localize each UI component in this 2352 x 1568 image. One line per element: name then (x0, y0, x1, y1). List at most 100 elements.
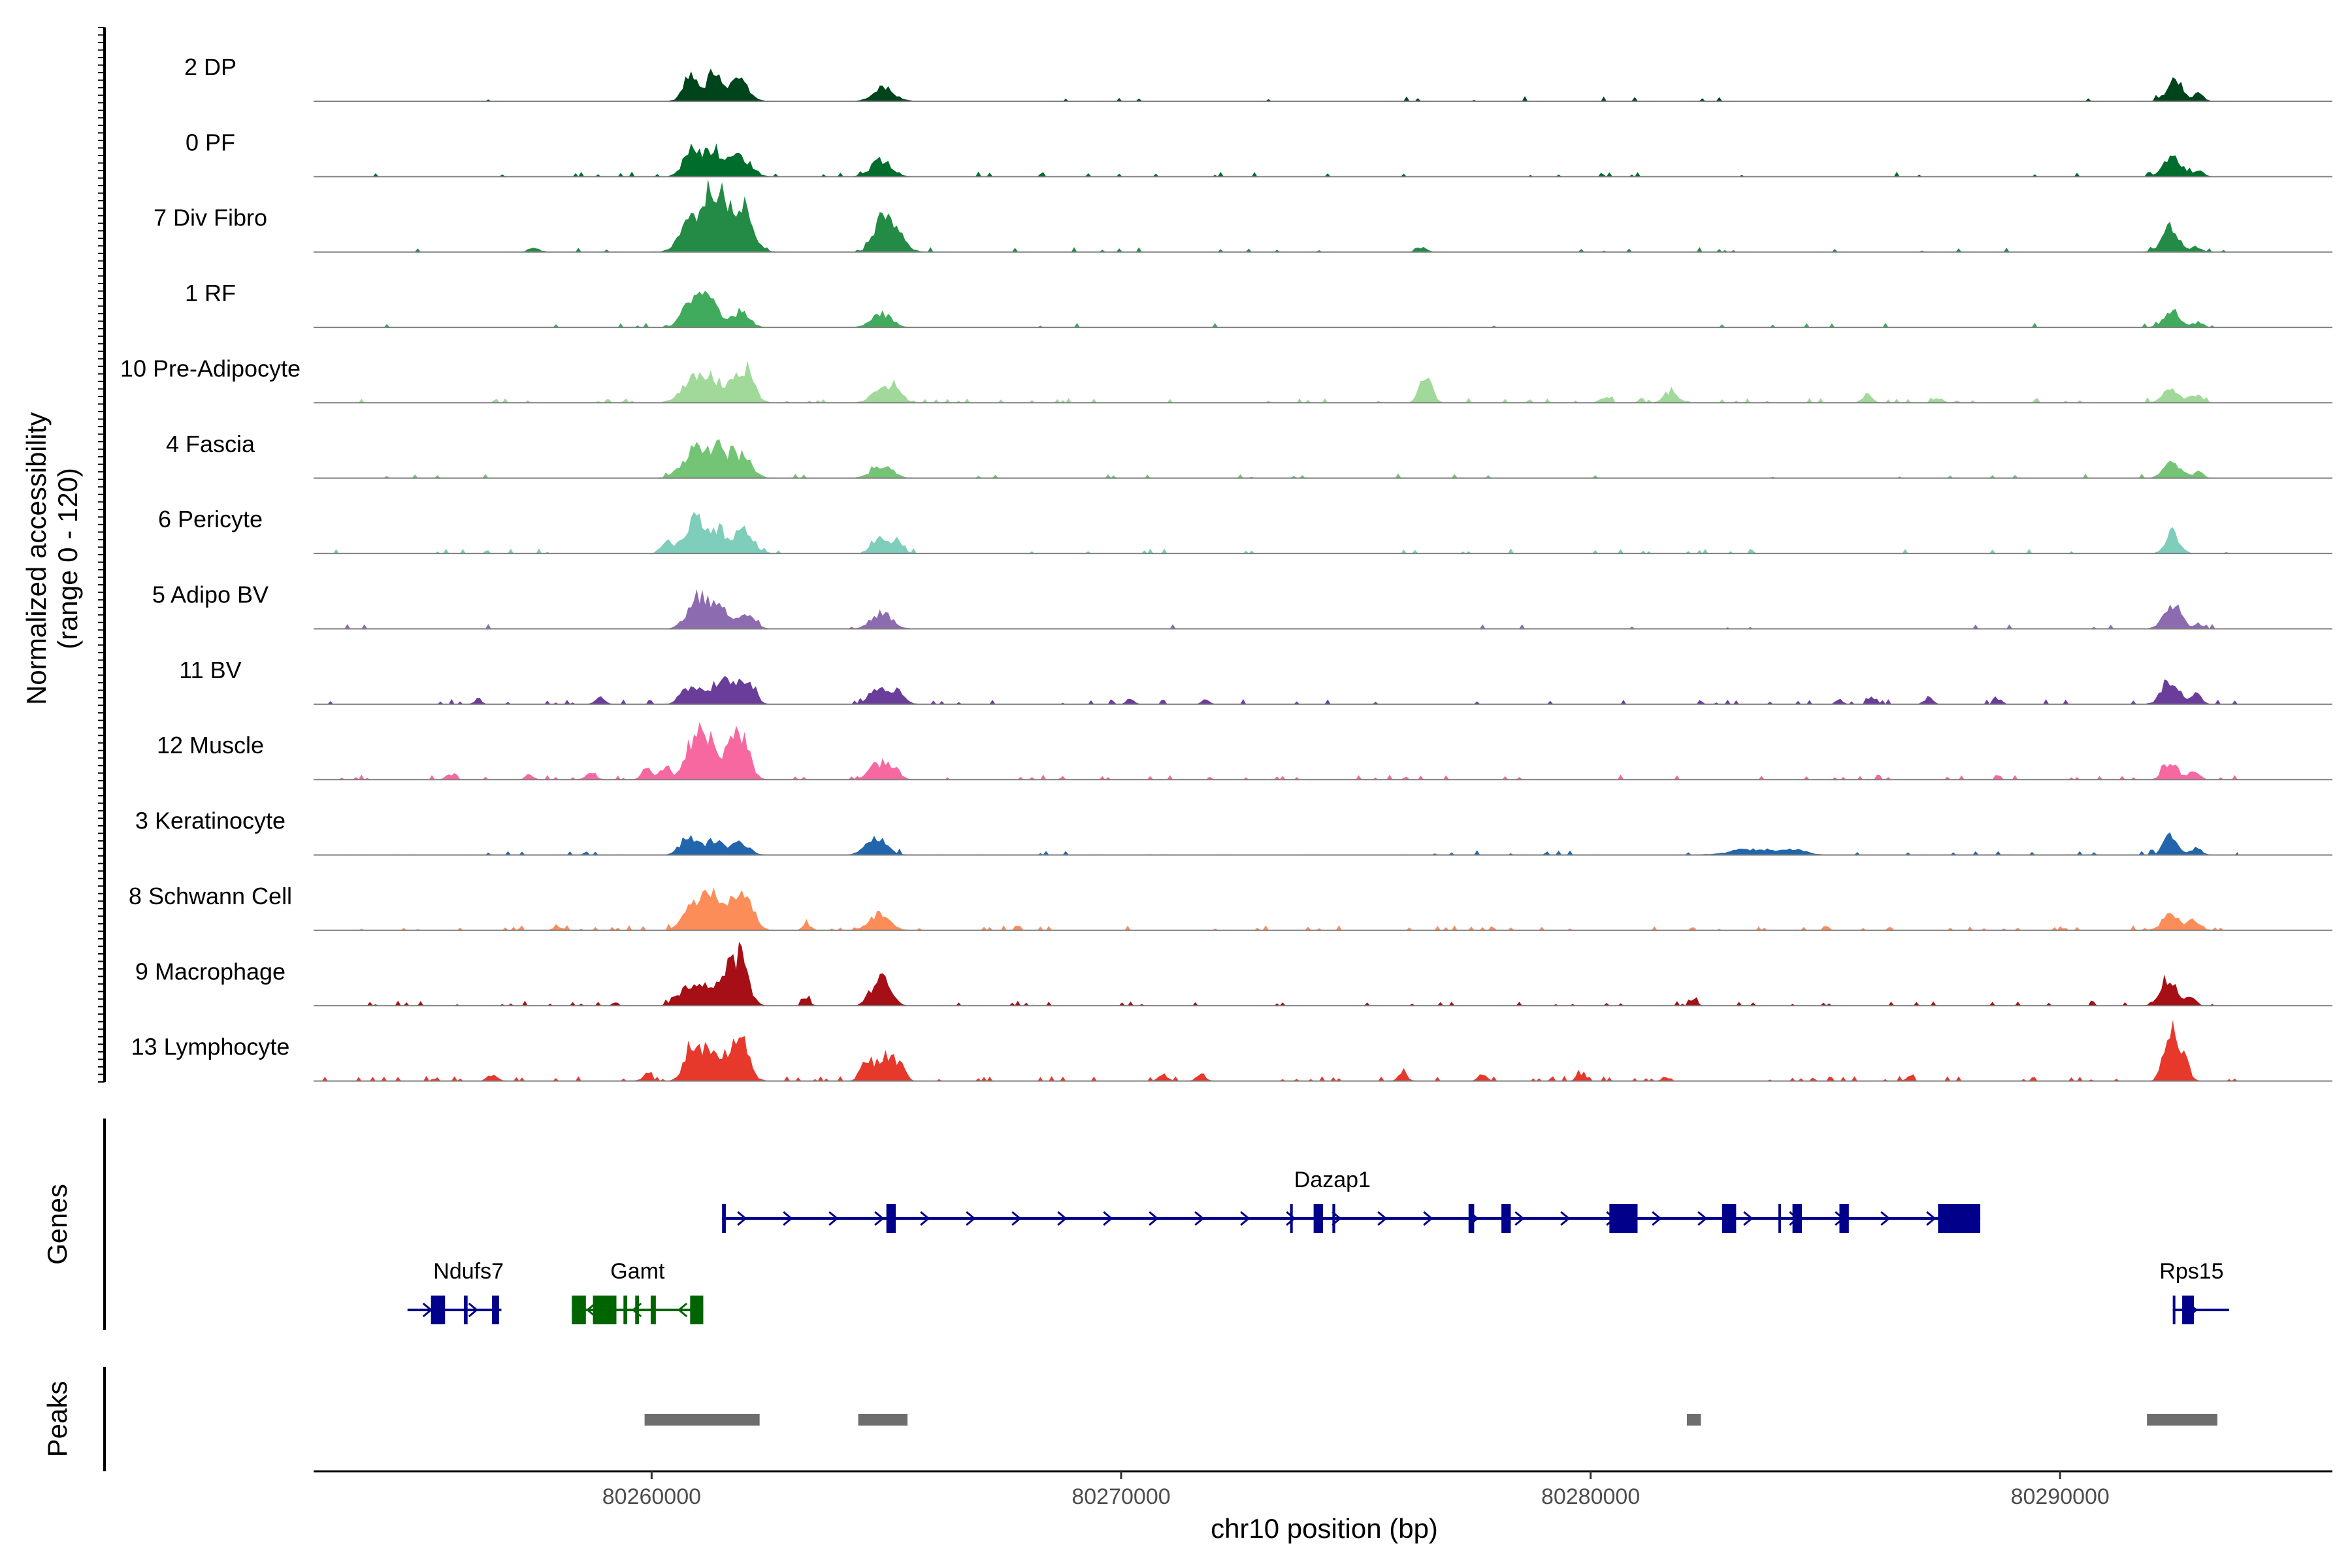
x-axis-ticks: 80260000 80270000 80280000 80290000 (602, 1471, 2110, 1509)
gene-gamt: Gamt (572, 1259, 704, 1324)
coverage-area (314, 1020, 2239, 1081)
track-4-fascia: 4 Fascia (166, 431, 2332, 479)
gene-dazap1: Dazap1 (722, 1168, 1981, 1233)
track-label: 6 Pericyte (158, 506, 263, 532)
gene-exon (1609, 1204, 1638, 1233)
track-label: 5 Adipo BV (152, 581, 269, 608)
strand-arrow (966, 1211, 976, 1226)
strand-arrow (1743, 1211, 1754, 1226)
gene-exon (1778, 1204, 1782, 1233)
track-label: 9 Macrophage (135, 958, 286, 985)
gene-exon (650, 1296, 656, 1324)
track-label: 10 Pre-Adipocyte (120, 355, 301, 382)
genes-panel: Genes Dazap1 Ndufs7 Gamt Rps15 (42, 1119, 2229, 1330)
track-label: 3 Keratinocyte (135, 808, 286, 834)
coverage-area (314, 676, 2239, 704)
track-label: 1 RF (185, 280, 236, 306)
track-10-pre-adipocyte: 10 Pre-Adipocyte (120, 355, 2332, 404)
strand-arrow (1377, 1211, 1388, 1226)
track-8-schwann-cell: 8 Schwann Cell (129, 883, 2332, 931)
track-12-muscle: 12 Muscle (157, 721, 2332, 781)
peak-region (858, 1414, 908, 1426)
y-axis-title: Normalized accessibility (range 0 - 120) (21, 412, 83, 705)
strand-arrow (468, 1302, 479, 1318)
gene-label: Ndufs7 (433, 1259, 504, 1284)
track-label: 13 Lymphocyte (131, 1034, 290, 1060)
peak-region (2147, 1414, 2217, 1426)
strand-arrow (1011, 1211, 1022, 1226)
track-2-dp: 2 DP (184, 54, 2332, 102)
gene-exon (886, 1204, 896, 1233)
track-label: 7 Div Fibro (154, 204, 267, 231)
strand-arrow (1194, 1211, 1205, 1226)
strand-arrow (1286, 1211, 1296, 1226)
coverage-area (314, 832, 2239, 855)
track-label: 12 Muscle (157, 732, 264, 759)
strand-arrow (1423, 1211, 1433, 1226)
gene-exon (1468, 1204, 1475, 1233)
gene-ndufs7: Ndufs7 (407, 1259, 504, 1324)
strand-arrow (737, 1211, 747, 1226)
gene-exon (722, 1204, 726, 1233)
gene-exon (623, 1296, 628, 1324)
strand-arrow (585, 1302, 596, 1318)
gene-label: Rps15 (2159, 1259, 2223, 1284)
coverage-area (314, 69, 2239, 101)
coverage-area (314, 941, 2239, 1006)
x-tick-label: 80260000 (602, 1484, 701, 1509)
strand-arrow (1514, 1211, 1525, 1226)
coverage-area (314, 360, 2239, 403)
gene-exon (1938, 1204, 1981, 1233)
coverage-area (314, 721, 2239, 780)
x-tick-label: 80290000 (2011, 1484, 2110, 1509)
y-axis-title-line1: Normalized accessibility (21, 412, 52, 705)
x-tick-label: 80270000 (1071, 1484, 1170, 1509)
track-label: 0 PF (186, 129, 235, 155)
track-label: 8 Schwann Cell (129, 883, 292, 909)
peaks-panel-title: Peaks (42, 1381, 73, 1458)
track-13-lymphocyte: 13 Lymphocyte (131, 1020, 2332, 1082)
gene-exon (1501, 1204, 1511, 1233)
peak-region (1686, 1414, 1701, 1426)
track-1-rf: 1 RF (185, 280, 2332, 329)
gene-exon (2172, 1296, 2176, 1324)
gene-exon (431, 1296, 446, 1324)
coverage-area (314, 178, 2239, 252)
coverage-area (314, 439, 2239, 478)
track-0-pf: 0 PF (186, 129, 2332, 178)
gene-exon (463, 1296, 468, 1324)
gene-exon (635, 1296, 639, 1324)
peak-region (644, 1414, 760, 1426)
peaks-panel: Peaks (42, 1367, 2217, 1471)
coverage-area (314, 143, 2239, 177)
coverage-area (314, 512, 2239, 554)
track-label: 2 DP (184, 54, 237, 80)
coverage-area (314, 589, 2239, 629)
gene-annotations: Dazap1 Ndufs7 Gamt Rps15 (407, 1168, 2229, 1324)
gene-label: Dazap1 (1294, 1168, 1371, 1192)
gene-exon (1839, 1204, 1849, 1233)
strand-arrow (1149, 1211, 1159, 1226)
track-label: 11 BV (179, 657, 241, 683)
strand-arrow (1240, 1211, 1250, 1226)
gene-exon (690, 1296, 704, 1324)
gene-rps15: Rps15 (2159, 1259, 2229, 1324)
x-tick-label: 80280000 (1541, 1484, 1640, 1509)
track-3-keratinocyte: 3 Keratinocyte (135, 808, 2332, 856)
track-6-pericyte: 6 Pericyte (158, 506, 2332, 555)
strand-arrow (1880, 1211, 1891, 1226)
gene-exon (2182, 1296, 2195, 1324)
gene-exon (1290, 1204, 1293, 1233)
x-axis-title: chr10 position (bp) (1211, 1513, 1438, 1544)
gene-exon (492, 1296, 499, 1324)
gene-exon (1792, 1204, 1802, 1233)
gene-exon (1313, 1204, 1323, 1233)
strand-arrow (920, 1211, 930, 1226)
strand-arrow (874, 1211, 885, 1226)
track-5-adipo-bv: 5 Adipo BV (152, 581, 2332, 630)
track-label: 4 Fascia (166, 431, 255, 457)
strand-arrow (1926, 1211, 1936, 1226)
gene-label: Gamt (610, 1259, 665, 1284)
gene-exon (593, 1296, 617, 1324)
